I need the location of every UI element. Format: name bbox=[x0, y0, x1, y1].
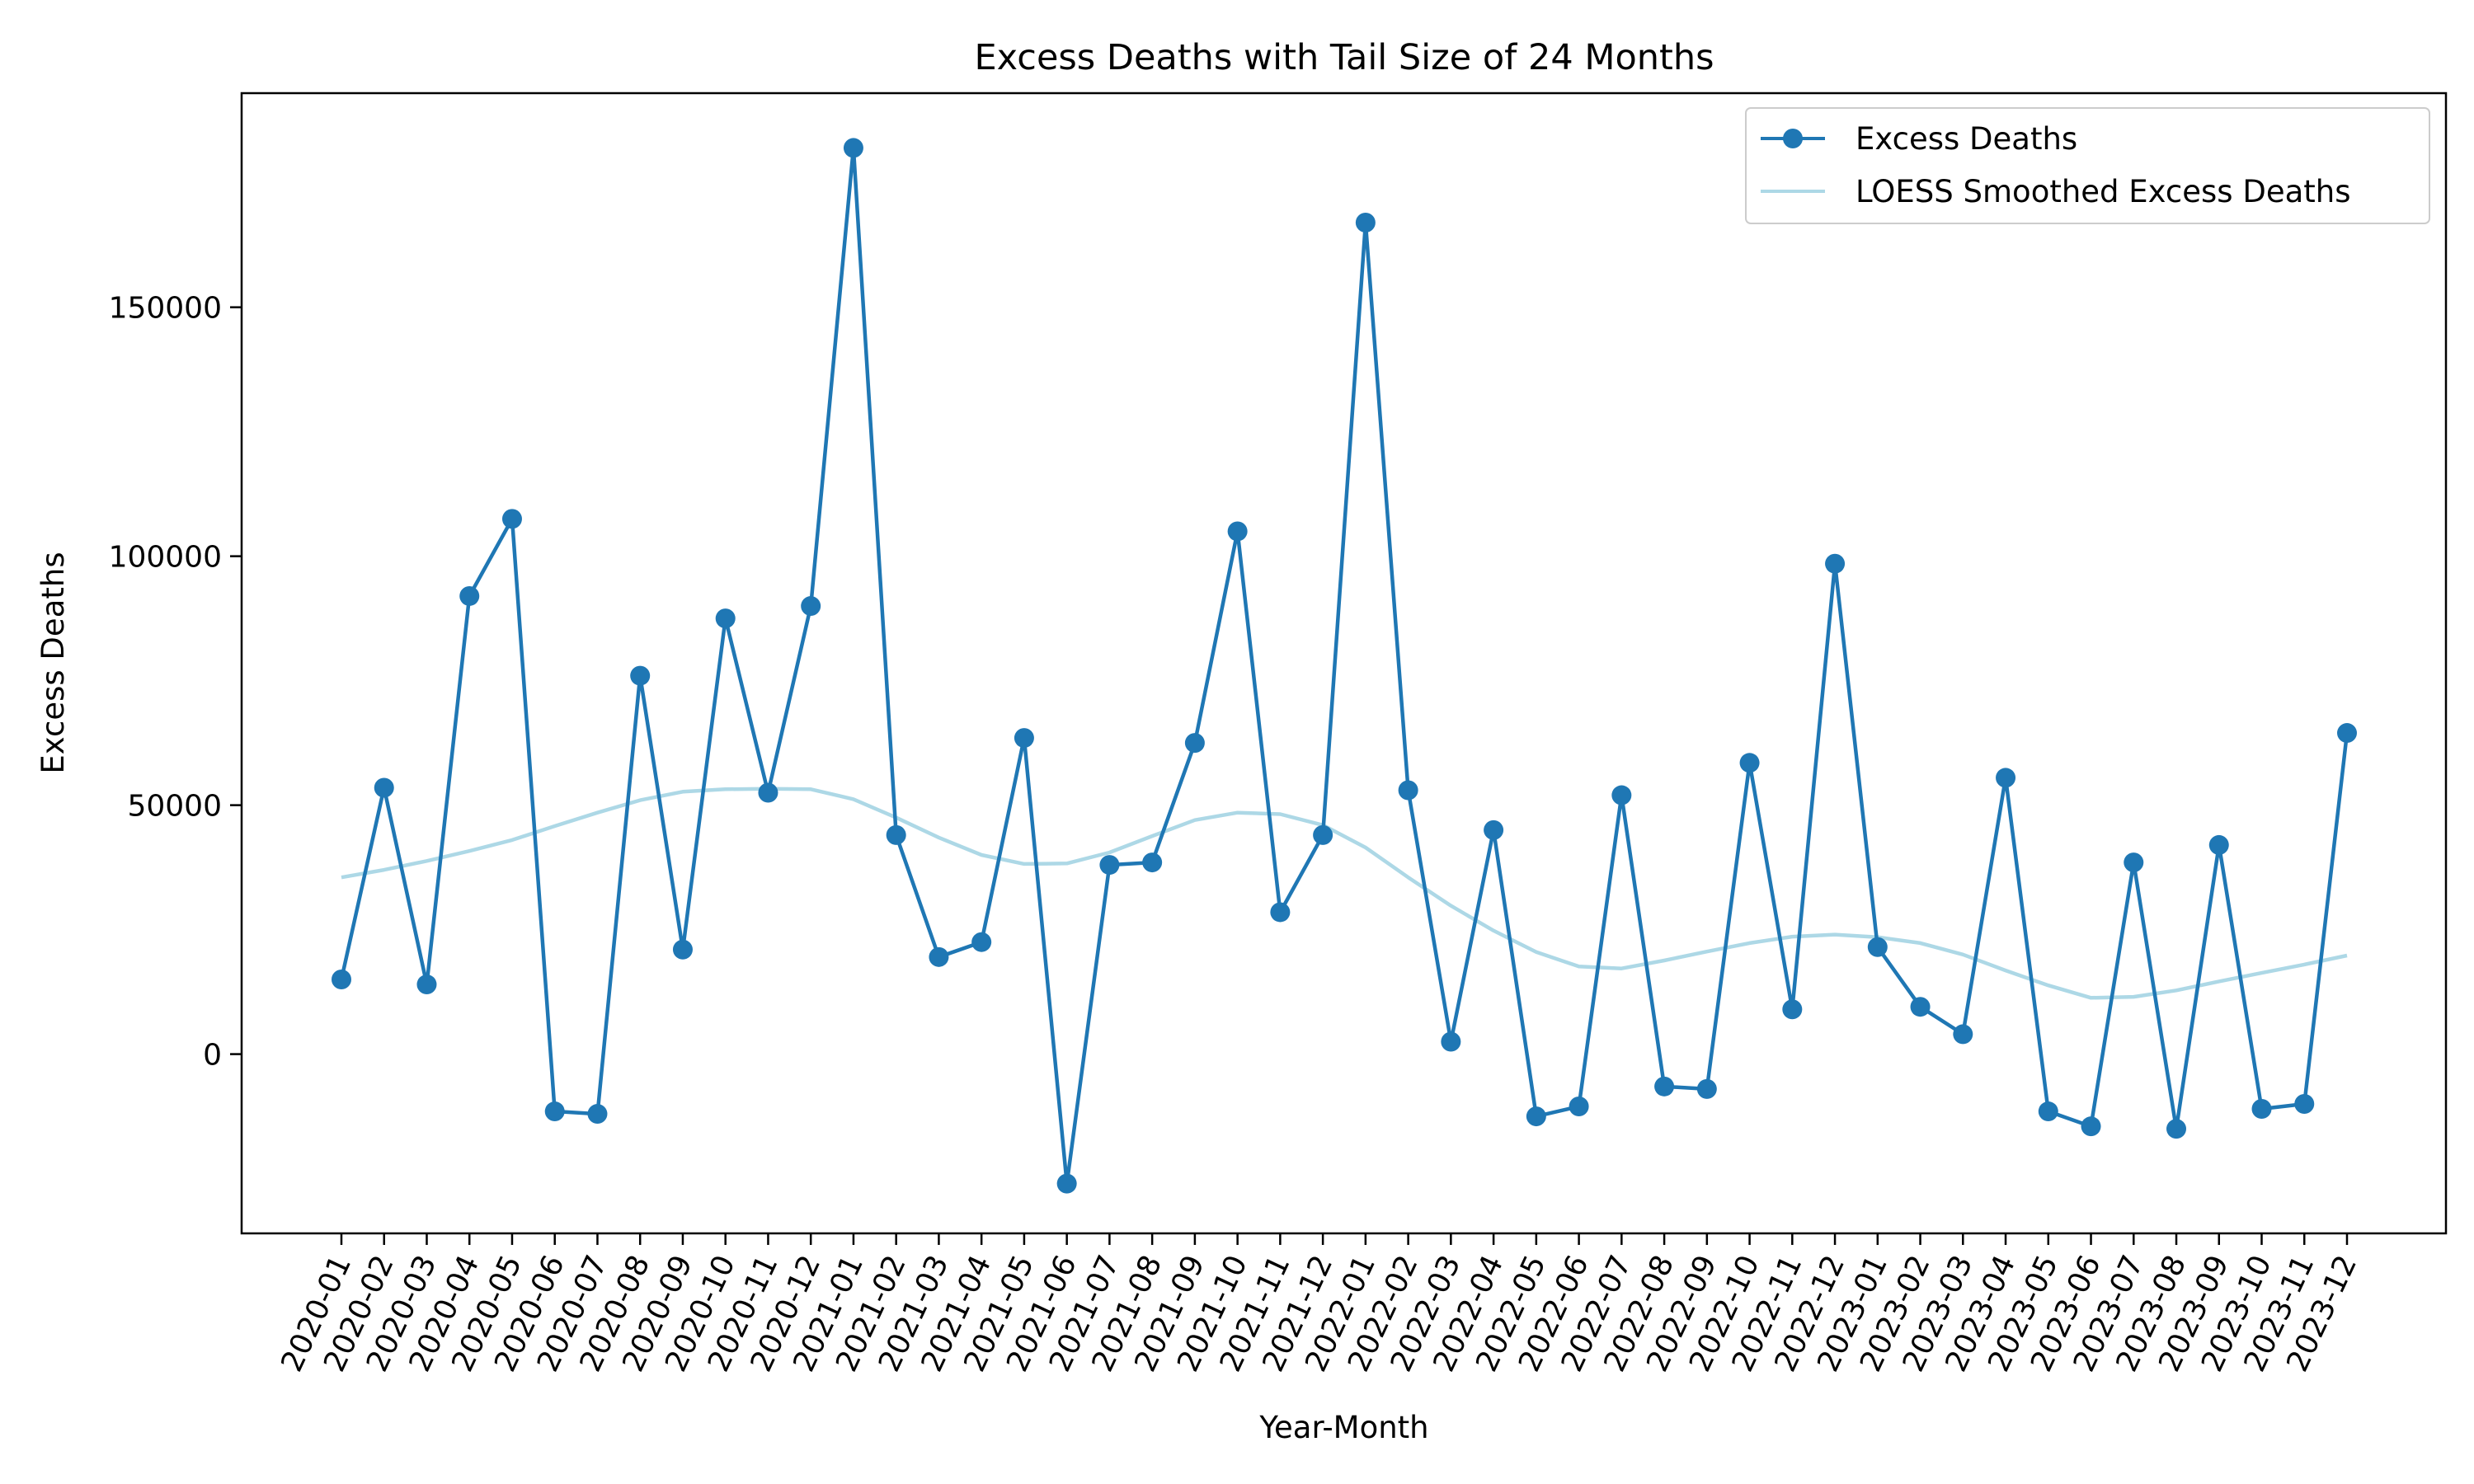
excess-deaths-point bbox=[971, 932, 992, 952]
y-tick-label: 50000 bbox=[127, 790, 222, 824]
excess-deaths-point bbox=[374, 777, 394, 798]
excess-deaths-point bbox=[1782, 999, 1803, 1020]
excess-deaths-point bbox=[1953, 1024, 1973, 1045]
excess-deaths-point bbox=[1355, 213, 1376, 233]
excess-deaths-point bbox=[1825, 553, 1846, 574]
excess-deaths-point bbox=[886, 824, 906, 845]
y-tick-label: 150000 bbox=[109, 292, 222, 326]
excess-deaths-point bbox=[1484, 819, 1504, 840]
excess-deaths-point bbox=[1611, 785, 1632, 805]
excess-deaths-point bbox=[758, 782, 778, 803]
excess-deaths-point bbox=[1654, 1076, 1675, 1097]
excess-deaths-point bbox=[1142, 852, 1163, 873]
plot-frame bbox=[240, 92, 2448, 1235]
excess-deaths-point bbox=[1014, 728, 1034, 749]
excess-deaths-point bbox=[2294, 1093, 2315, 1114]
excess-deaths-point bbox=[416, 974, 437, 995]
legend-label-excess-deaths: Excess Deaths bbox=[1856, 121, 2077, 157]
excess-deaths-point bbox=[1441, 1031, 1461, 1052]
excess-deaths-point bbox=[544, 1101, 565, 1122]
excess-deaths-point bbox=[2208, 834, 2229, 855]
excess-deaths-point bbox=[1696, 1078, 1717, 1099]
y-axis-label: Excess Deaths bbox=[35, 552, 71, 773]
excess-deaths-point bbox=[843, 138, 863, 158]
legend-box bbox=[1745, 107, 2430, 224]
excess-deaths-point bbox=[459, 585, 480, 606]
excess-deaths-point bbox=[2038, 1101, 2058, 1122]
excess-deaths-point bbox=[1398, 780, 1418, 801]
x-axis-label: Year-Month bbox=[1258, 1410, 1428, 1445]
excess-deaths-point bbox=[2166, 1119, 2187, 1139]
excess-deaths-point bbox=[1569, 1096, 1589, 1116]
excess-deaths-point bbox=[1910, 997, 1931, 1017]
excess-deaths-point bbox=[1184, 733, 1205, 754]
excess-deaths-point bbox=[672, 939, 693, 960]
x-axis: 2020-012020-022020-032020-042020-052020-… bbox=[275, 1233, 2363, 1377]
excess-deaths-point bbox=[1996, 768, 2016, 788]
excess-deaths-point bbox=[1099, 855, 1120, 876]
chart-title: Excess Deaths with Tail Size of 24 Month… bbox=[974, 37, 1714, 78]
excess-deaths-point bbox=[1867, 937, 1888, 957]
excess-deaths-point bbox=[1313, 824, 1333, 845]
legend-excess-deaths-marker bbox=[1783, 129, 1803, 148]
series-line-excess-deaths bbox=[339, 146, 2349, 1186]
excess-deaths-point bbox=[1056, 1173, 1077, 1194]
excess-deaths-point bbox=[801, 596, 821, 617]
y-tick-label: 100000 bbox=[109, 541, 222, 575]
legend: Excess Deaths LOESS Smoothed Excess Deat… bbox=[1745, 107, 2430, 224]
excess-deaths-point bbox=[1526, 1106, 1546, 1127]
excess-deaths-point bbox=[630, 665, 651, 686]
excess-deaths-point bbox=[2251, 1099, 2272, 1120]
plot-area bbox=[332, 138, 2357, 1194]
legend-label-loess: LOESS Smoothed Excess Deaths bbox=[1856, 174, 2351, 209]
excess-deaths-point bbox=[715, 608, 736, 629]
excess-deaths-point bbox=[929, 946, 949, 967]
excess-deaths-point bbox=[2124, 852, 2144, 873]
excess-deaths-point bbox=[1270, 902, 1291, 923]
excess-deaths-point bbox=[1227, 521, 1248, 542]
y-tick-label: 0 bbox=[203, 1039, 222, 1073]
excess-deaths-point bbox=[1739, 753, 1760, 773]
excess-deaths-point bbox=[332, 969, 351, 989]
excess-deaths-point bbox=[2081, 1116, 2101, 1137]
excess-deaths-point bbox=[501, 509, 522, 529]
series-line-loess-smoothed bbox=[341, 787, 2348, 1000]
excess-deaths-point bbox=[2337, 723, 2357, 744]
excess-deaths-point bbox=[587, 1104, 608, 1125]
y-axis: 0 50000 100000 150000 bbox=[109, 292, 242, 1073]
